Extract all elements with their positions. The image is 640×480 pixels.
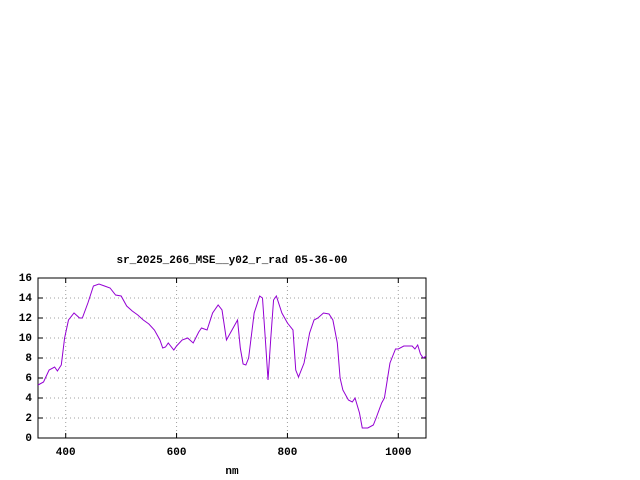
y-tick-label: 8: [25, 353, 32, 365]
y-tick-label: 4: [25, 393, 32, 405]
y-tick-label: 14: [19, 293, 33, 305]
x-tick-label: 600: [167, 447, 187, 459]
y-tick-label: 12: [19, 313, 32, 325]
y-tick-label: 10: [19, 333, 32, 345]
y-tick-label: 16: [19, 273, 32, 285]
plot-border: [37, 277, 427, 439]
x-tick-label: 800: [278, 447, 298, 459]
data-line: [37, 283, 427, 429]
y-tick-label: 2: [25, 413, 32, 425]
y-tick-label: 0: [25, 433, 32, 445]
y-tick-label: 6: [25, 373, 32, 385]
x-tick-label: 400: [56, 447, 76, 459]
x-tick-label: 1000: [385, 447, 411, 459]
x-axis-label: nm: [225, 466, 239, 478]
chart-title: sr_2025_266_MSE__y02_r_rad 05-36-00: [116, 255, 347, 267]
